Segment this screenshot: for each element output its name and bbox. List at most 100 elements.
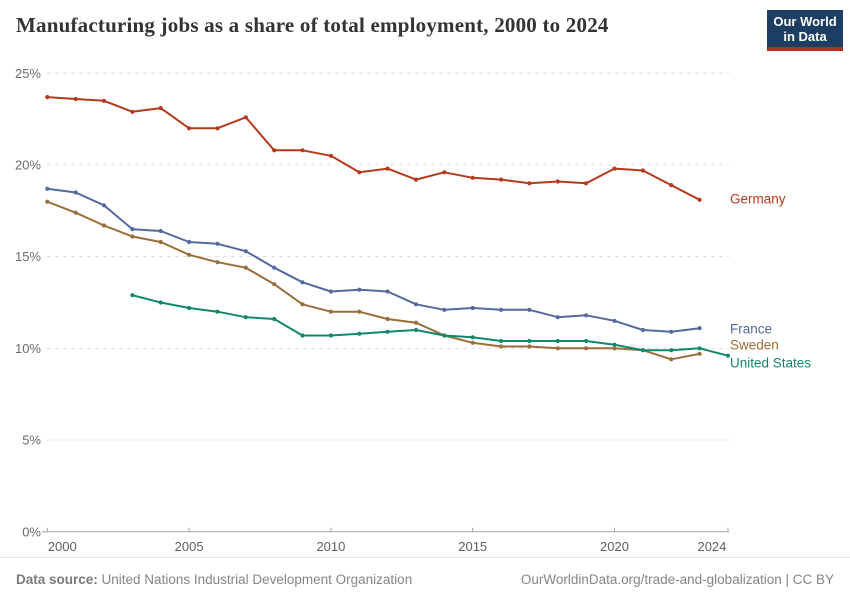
data-point-united-states[interactable] (669, 348, 674, 353)
data-point-france[interactable] (158, 228, 163, 234)
series-line-united-states[interactable] (131, 294, 729, 357)
data-point-germany[interactable] (612, 166, 617, 171)
data-point-united-states[interactable] (215, 309, 220, 314)
data-point-sweden[interactable] (612, 346, 617, 351)
data-point-sweden[interactable] (470, 340, 475, 345)
data-point-united-states[interactable] (328, 333, 333, 338)
data-point-united-states[interactable] (697, 346, 702, 351)
data-point-united-states[interactable] (187, 305, 192, 311)
data-point-united-states[interactable] (499, 338, 504, 344)
series-label-germany[interactable]: Germany (730, 192, 786, 207)
data-point-sweden[interactable] (385, 316, 390, 322)
data-point-sweden[interactable] (555, 346, 560, 351)
owid-url-link[interactable]: OurWorldinData.org/trade-and-globalizati… (520, 571, 782, 587)
data-point-france[interactable] (187, 239, 192, 245)
data-point-germany[interactable] (187, 126, 192, 131)
data-point-france[interactable] (499, 307, 504, 312)
data-point-france[interactable] (640, 327, 646, 333)
data-point-germany[interactable] (640, 168, 646, 173)
data-point-sweden[interactable] (215, 260, 220, 265)
data-point-germany[interactable] (272, 148, 277, 153)
data-point-france[interactable] (470, 305, 475, 311)
data-point-germany[interactable] (300, 148, 305, 153)
data-point-france[interactable] (45, 186, 50, 191)
data-point-france[interactable] (669, 329, 674, 334)
data-point-france[interactable] (697, 326, 702, 331)
data-point-united-states[interactable] (413, 327, 419, 333)
data-point-united-states[interactable] (470, 335, 475, 340)
data-point-germany[interactable] (527, 181, 532, 186)
data-point-france[interactable] (300, 280, 305, 285)
data-point-sweden[interactable] (527, 344, 532, 349)
data-point-france[interactable] (442, 307, 447, 312)
data-point-united-states[interactable] (640, 348, 646, 353)
series-label-united-states[interactable]: United States (730, 356, 811, 371)
data-point-france[interactable] (357, 287, 362, 292)
data-point-germany[interactable] (385, 166, 390, 171)
data-point-sweden[interactable] (697, 351, 702, 356)
data-point-sweden[interactable] (272, 282, 277, 287)
data-point-sweden[interactable] (73, 210, 78, 215)
data-point-united-states[interactable] (612, 342, 617, 347)
data-point-germany[interactable] (442, 170, 447, 175)
data-point-germany[interactable] (413, 177, 419, 182)
data-point-france[interactable] (130, 227, 135, 232)
data-point-germany[interactable] (357, 170, 362, 175)
data-point-sweden[interactable] (499, 344, 504, 349)
data-point-germany[interactable] (669, 183, 674, 188)
data-point-germany[interactable] (130, 109, 135, 114)
data-point-sweden[interactable] (158, 239, 163, 245)
data-point-sweden[interactable] (243, 265, 248, 270)
data-point-germany[interactable] (45, 95, 50, 100)
data-point-germany[interactable] (243, 115, 248, 120)
data-point-germany[interactable] (328, 153, 333, 158)
data-point-united-states[interactable] (243, 315, 248, 320)
data-point-sweden[interactable] (669, 357, 674, 362)
data-point-sweden[interactable] (328, 309, 333, 314)
data-point-united-states[interactable] (527, 338, 532, 344)
data-point-germany[interactable] (101, 98, 107, 103)
data-point-france[interactable] (243, 249, 248, 254)
data-point-united-states[interactable] (300, 333, 305, 338)
data-point-germany[interactable] (158, 106, 163, 111)
data-point-france[interactable] (272, 265, 277, 270)
data-point-germany[interactable] (470, 175, 475, 180)
data-point-sweden[interactable] (45, 199, 50, 204)
data-point-france[interactable] (555, 315, 560, 320)
data-point-united-states[interactable] (357, 331, 362, 336)
data-point-france[interactable] (73, 190, 78, 195)
data-point-germany[interactable] (555, 179, 560, 184)
series-line-france[interactable] (46, 187, 701, 333)
data-point-france[interactable] (385, 289, 390, 294)
data-point-france[interactable] (612, 318, 617, 323)
data-point-sweden[interactable] (584, 346, 589, 351)
data-point-germany[interactable] (584, 181, 589, 186)
series-label-france[interactable]: France (730, 322, 772, 337)
data-point-germany[interactable] (73, 96, 78, 102)
data-point-sweden[interactable] (130, 234, 135, 239)
data-point-united-states[interactable] (725, 353, 731, 358)
data-point-france[interactable] (328, 289, 333, 294)
data-point-france[interactable] (215, 241, 220, 246)
data-point-united-states[interactable] (584, 338, 589, 344)
data-point-united-states[interactable] (272, 316, 277, 322)
data-point-sweden[interactable] (300, 302, 305, 307)
owid-logo[interactable]: Our World in Data (767, 10, 843, 51)
series-line-germany[interactable] (46, 96, 701, 201)
data-point-germany[interactable] (697, 197, 702, 202)
data-point-united-states[interactable] (130, 293, 135, 298)
data-point-united-states[interactable] (158, 300, 163, 305)
data-point-sweden[interactable] (413, 320, 419, 325)
data-point-united-states[interactable] (442, 333, 447, 338)
data-point-sweden[interactable] (357, 309, 362, 314)
data-point-germany[interactable] (499, 177, 504, 182)
series-label-sweden[interactable]: Sweden (730, 338, 779, 353)
data-point-sweden[interactable] (101, 223, 107, 228)
data-point-germany[interactable] (215, 126, 220, 131)
data-point-united-states[interactable] (385, 329, 390, 334)
data-point-sweden[interactable] (187, 252, 192, 257)
series-line-sweden[interactable] (46, 200, 701, 361)
data-point-united-states[interactable] (555, 338, 560, 344)
data-point-france[interactable] (413, 302, 419, 307)
